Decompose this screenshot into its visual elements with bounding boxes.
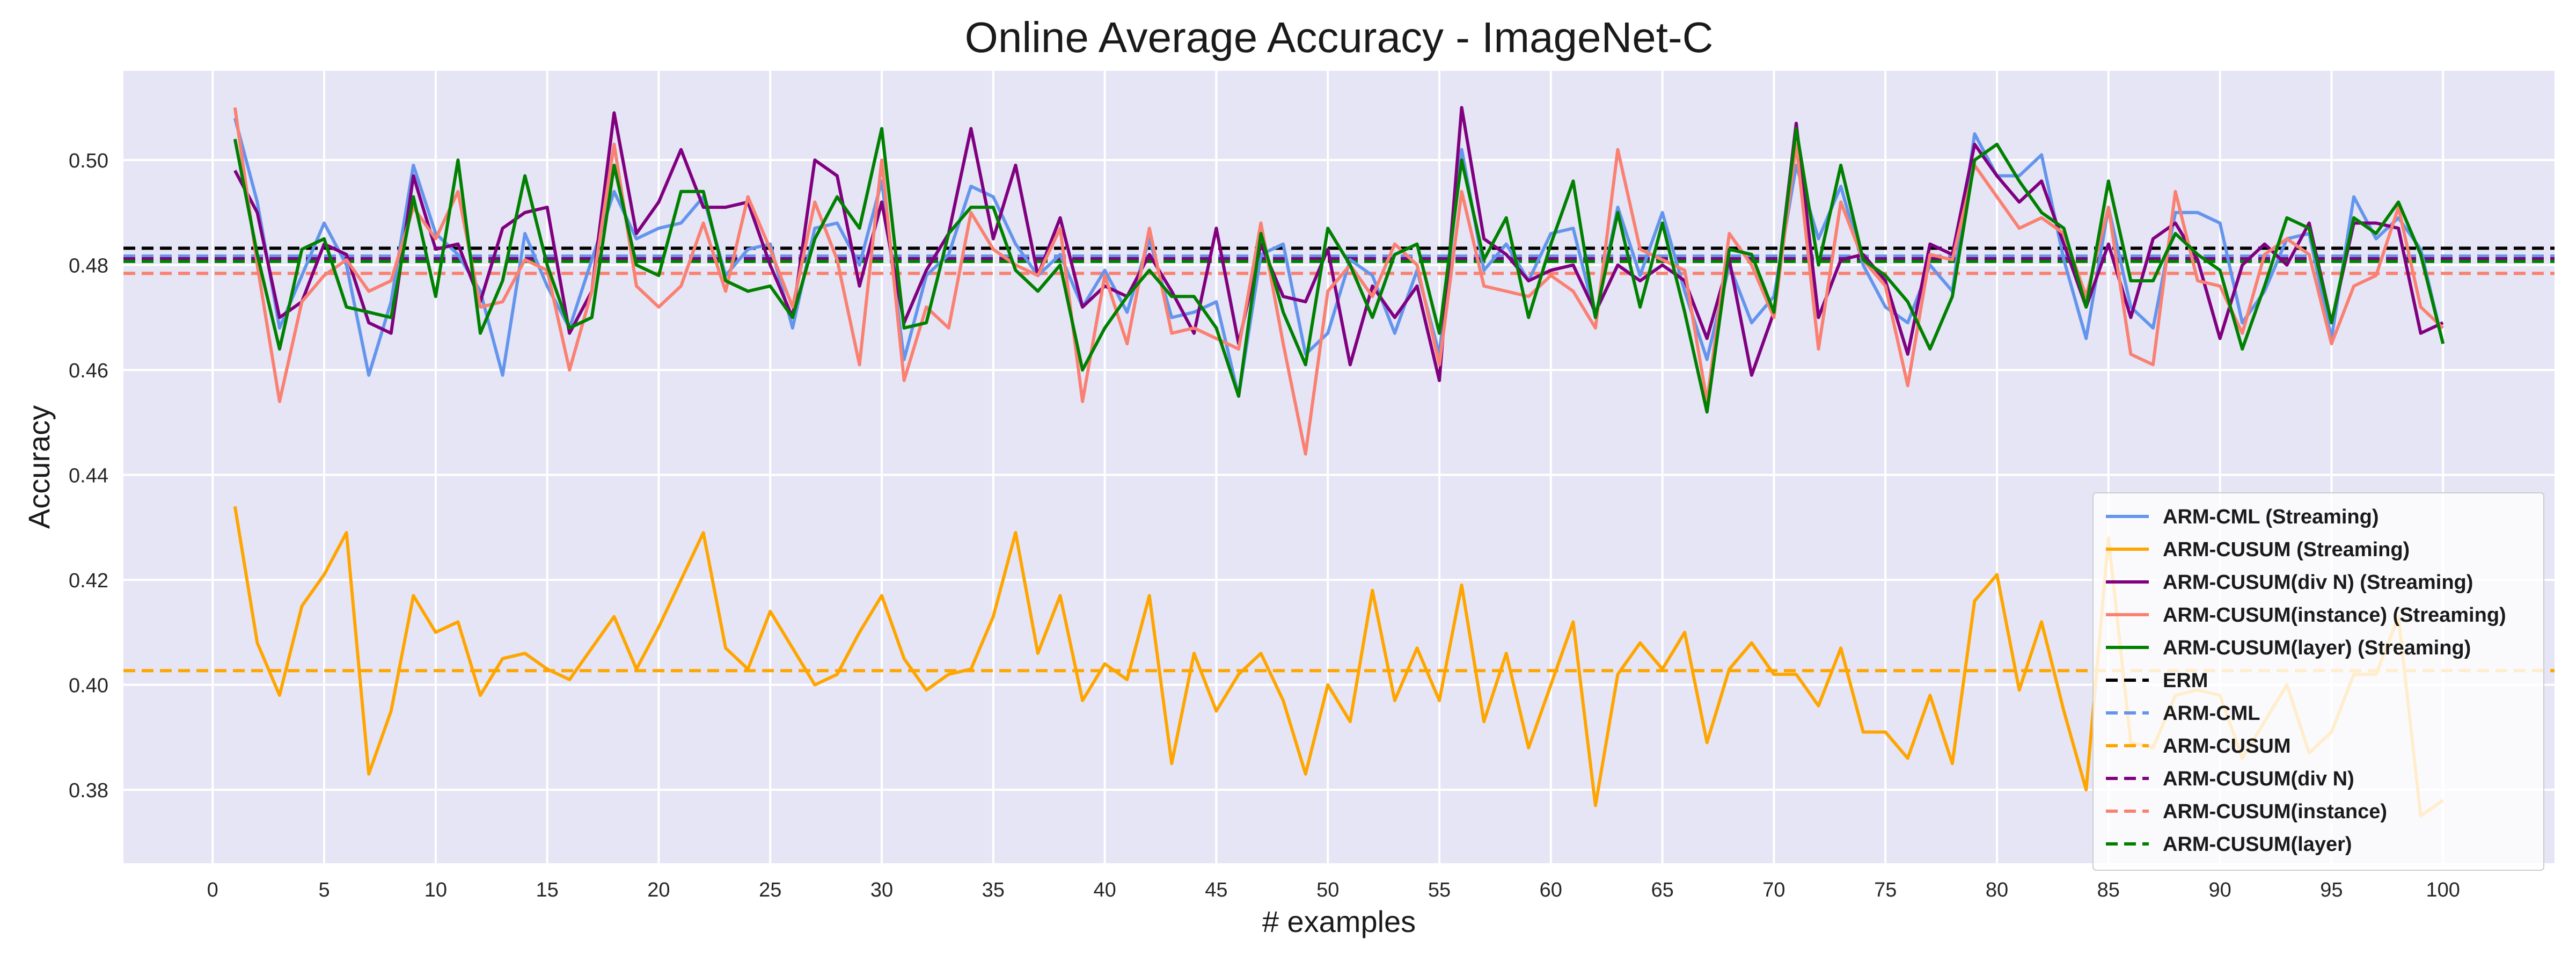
x-axis-label: # examples xyxy=(1262,905,1416,938)
x-tick-label: 70 xyxy=(1762,879,1785,901)
legend-label: ARM-CUSUM(instance) xyxy=(2163,800,2387,823)
chart-title: Online Average Accuracy - ImageNet-C xyxy=(965,13,1714,61)
x-tick-label: 5 xyxy=(318,879,330,901)
legend-label: ARM-CUSUM xyxy=(2163,735,2291,757)
x-tick-label: 55 xyxy=(1428,879,1451,901)
x-tick-label: 20 xyxy=(647,879,670,901)
x-tick-label: 40 xyxy=(1093,879,1116,901)
x-tick-label: 0 xyxy=(207,879,218,901)
x-tick-label: 10 xyxy=(425,879,447,901)
series-line xyxy=(233,506,2444,818)
x-tick-label: 65 xyxy=(1651,879,1673,901)
x-tick-label: 60 xyxy=(1540,879,1562,901)
x-tick-label: 95 xyxy=(2320,879,2343,901)
y-tick-label: 0.50 xyxy=(69,150,108,172)
x-tick-label: 25 xyxy=(759,879,781,901)
series-lines xyxy=(233,106,2445,818)
legend-label: ARM-CUSUM(layer) xyxy=(2163,833,2352,856)
legend-label: ARM-CML (Streaming) xyxy=(2163,506,2379,528)
x-tick-label: 80 xyxy=(1986,879,2008,901)
y-axis-label: Accuracy xyxy=(22,405,56,529)
legend-label: ERM xyxy=(2163,669,2208,692)
y-tick-label: 0.44 xyxy=(69,465,108,487)
y-tick-label: 0.48 xyxy=(69,255,108,278)
legend-label: ARM-CUSUM (Streaming) xyxy=(2163,538,2410,561)
y-tick-label: 0.38 xyxy=(69,779,108,802)
y-tick-label: 0.46 xyxy=(69,360,108,382)
x-tick-label: 35 xyxy=(982,879,1005,901)
x-tick-label: 15 xyxy=(536,879,558,901)
x-tick-label: 50 xyxy=(1316,879,1339,901)
legend: ARM-CML (Streaming) ARM-CUSUM (Streaming)… xyxy=(2092,492,2544,871)
y-tick-label: 0.42 xyxy=(69,570,108,592)
legend-label: ARM-CUSUM(instance) (Streaming) xyxy=(2163,604,2506,626)
legend-label: ARM-CUSUM(div N) xyxy=(2163,768,2354,790)
x-tick-label: 45 xyxy=(1205,879,1227,901)
legend-label: ARM-CUSUM(layer) (Streaming) xyxy=(2163,637,2471,659)
y-tick-label: 0.40 xyxy=(69,675,108,697)
legend-box xyxy=(2092,492,2544,871)
x-tick-label: 75 xyxy=(1874,879,1897,901)
x-tick-label: 90 xyxy=(2208,879,2231,901)
tick-labels: 0 5 10 15 20 25 30 35 40 45 50 55 60 65 70 75 80 85 90 95 10… xyxy=(69,150,2460,901)
legend-label: ARM-CML xyxy=(2163,702,2260,725)
x-tick-label: 85 xyxy=(2097,879,2120,901)
legend-label: ARM-CUSUM(div N) (Streaming) xyxy=(2163,571,2473,594)
x-tick-label: 100 xyxy=(2426,879,2460,901)
series-line xyxy=(233,106,2444,382)
x-tick-label: 30 xyxy=(870,879,893,901)
series-line xyxy=(233,127,2445,414)
